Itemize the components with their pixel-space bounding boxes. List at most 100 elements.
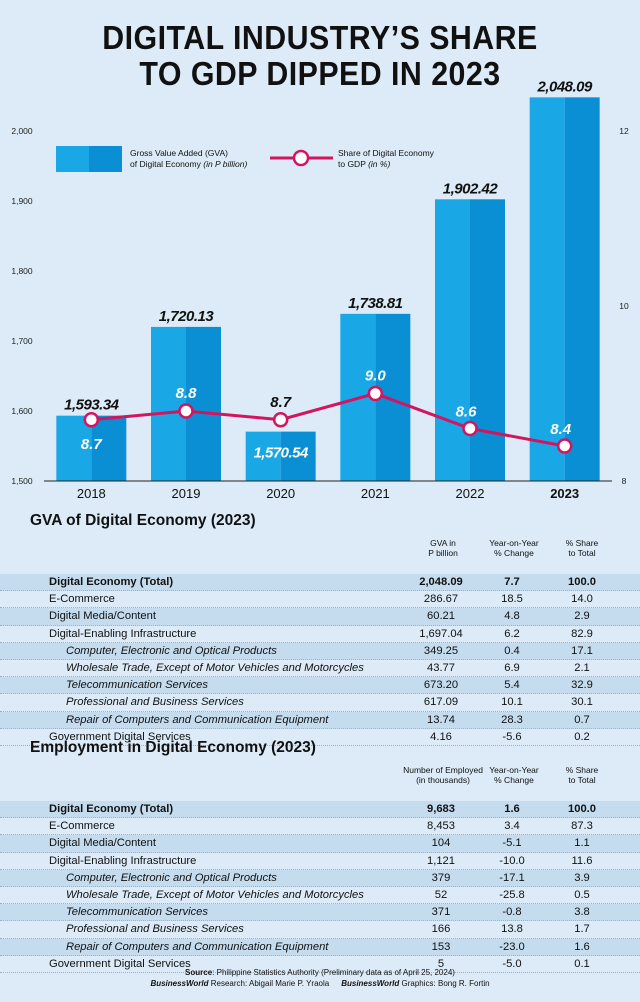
table-row: Government Digital Services 4.16 -5.6 0.2	[0, 729, 640, 746]
share-data-label: 9.0	[365, 368, 387, 385]
y-right-tick-label: 10	[619, 301, 629, 311]
gva-bar-shade	[470, 199, 505, 481]
row-label: Government Digital Services	[49, 730, 191, 743]
cell-value: 8,453	[427, 820, 455, 833]
table-row: Repair of Computers and Communication Eq…	[0, 711, 640, 729]
column-header-line: Year-on-Year	[489, 765, 539, 775]
cell-value: 2.1	[574, 661, 590, 674]
y-left-tick-label: 2,000	[11, 126, 33, 136]
row-label: Telecommunication Services	[66, 906, 208, 919]
cell-value: 100.0	[568, 576, 596, 588]
cell-value: 9,683	[427, 803, 455, 815]
cell-value: 349.25	[423, 644, 459, 657]
row-label: Repair of Computers and Communication Eq…	[66, 713, 329, 726]
cell-value: 153	[431, 940, 451, 953]
cell-value: 6.9	[504, 661, 520, 674]
table-row: E-Commerce 286.67 18.5 14.0	[0, 591, 640, 609]
cell-value: 0.5	[574, 888, 590, 901]
cell-value: -17.1	[499, 871, 525, 884]
table-row: Digital-Enabling Infrastructure 1,697.04 6…	[0, 626, 640, 643]
y-right-tick-label: 8	[622, 476, 627, 486]
cell-value: 104	[431, 837, 451, 850]
cell-value: 2,048.09	[419, 576, 463, 588]
cell-value: 0.1	[574, 957, 590, 970]
cell-value: 2.9	[574, 610, 590, 623]
legend-gva-label-1: Gross Value Added (GVA)	[130, 148, 228, 158]
legend-share-marker	[292, 149, 310, 167]
cell-value: -5.6	[502, 730, 522, 743]
row-label: Digital-Enabling Infrastructure	[49, 627, 197, 640]
gva-share-chart: 1,500 1,600 1,700 1,800 1,900 2,000 8 10 12 2018 2…	[11, 78, 629, 501]
cell-value: 30.1	[571, 696, 593, 709]
column-header: % Share to Total	[542, 538, 622, 558]
employment-table-heading: Employment in Digital Economy (2023)	[30, 739, 316, 756]
column-header-line: to Total	[568, 775, 596, 785]
gva-data-label: 1,720.13	[159, 308, 215, 325]
column-header: Year-on-Year% Change	[474, 538, 554, 558]
row-label: Digital Media/Content	[49, 610, 156, 623]
cell-value: 100.0	[568, 803, 596, 815]
x-tick-label: 2019	[172, 486, 201, 501]
column-header: GVA in P billion	[403, 538, 483, 558]
table-row: Telecommunication Services 371 -0.8 3.8	[0, 904, 640, 922]
cell-value: 18.5	[501, 593, 523, 606]
cell-value: 3.4	[504, 820, 520, 833]
cell-value: 1.6	[504, 803, 520, 815]
title-line-2: TO GDP DIPPED IN 2023	[139, 55, 501, 92]
y-left-tick-label: 1,700	[11, 336, 33, 346]
column-header-line: (in thousands)	[416, 775, 470, 785]
x-tick-label: 2022	[456, 486, 485, 501]
page-title: DIGITAL INDUSTRY’S SHARE TO GDP DIPPED I…	[26, 20, 615, 92]
cell-value: 3.9	[574, 871, 590, 884]
row-label: Repair of Computers and Communication Eq…	[66, 940, 329, 953]
y-left-tick-label: 1,500	[11, 476, 33, 486]
cell-value: 5	[437, 957, 445, 970]
table-row: E-Commerce 8,453 3.4 87.3	[0, 818, 640, 836]
share-point	[367, 385, 384, 402]
cell-value: 1,121	[427, 854, 455, 867]
cell-value: 28.3	[501, 713, 523, 726]
cell-value: 166	[431, 923, 451, 936]
table-row: Wholesale Trade, Except of Motor Vehicle…	[0, 660, 640, 678]
row-label: Digital-Enabling Infrastructure	[49, 854, 197, 867]
share-line	[91, 391, 565, 448]
table-row: Computer, Electronic and Optical Product…	[0, 869, 640, 887]
cell-value: 4.16	[430, 730, 452, 743]
table-header: Number of Employed (in thousands) Year-on-…	[0, 757, 640, 801]
share-data-label: 8.8	[176, 385, 198, 402]
table-row: Digital Economy (Total) 9,683 1.6 100.0	[0, 801, 640, 819]
gva-data-label: 1,902.42	[443, 180, 499, 197]
gva-table: GVA of Digital Economy (2023) GVA in P bi…	[0, 512, 640, 746]
row-label: Digital Economy (Total)	[49, 576, 174, 588]
cell-value: -23.0	[499, 940, 525, 953]
cell-value: 11.6	[571, 854, 593, 867]
y-left-tick-label: 1,800	[11, 266, 33, 276]
employment-table: Employment in Digital Economy (2023) Num…	[0, 739, 640, 973]
column-header-line: Number of Employed	[403, 765, 483, 775]
row-label: Wholesale Trade, Except of Motor Vehicle…	[66, 661, 364, 674]
y-left-tick-label: 1,600	[11, 406, 33, 416]
cell-value: 0.2	[574, 730, 590, 743]
cell-value: 4.8	[504, 610, 520, 623]
row-label: Computer, Electronic and Optical Product…	[66, 644, 277, 657]
cell-value: 1,697.04	[419, 627, 463, 640]
column-header-line: GVA in	[430, 538, 456, 548]
table-row: Telecommunication Services 673.20 5.4 32.9	[0, 677, 640, 695]
table-row: Professional and Business Services 617.09…	[0, 694, 640, 712]
legend-gva-swatch-shade	[89, 146, 122, 172]
cell-value: 3.8	[574, 906, 590, 919]
cell-value: -0.8	[502, 906, 522, 919]
column-header: Year-on-Year% Change	[474, 765, 554, 785]
table-row: Wholesale Trade, Except of Motor Vehicle…	[0, 887, 640, 905]
cell-value: 14.0	[571, 593, 593, 606]
share-point	[272, 412, 289, 428]
column-header-line: % Change	[494, 548, 534, 558]
source-line: Source: Philippine Statistics Authority …	[185, 968, 455, 977]
row-label: Computer, Electronic and Optical Product…	[66, 871, 277, 884]
column-header: % Share to Total	[542, 765, 622, 785]
gva-data-label: 1,593.34	[64, 397, 120, 414]
legend-gva-swatch	[56, 146, 89, 172]
y-right-tick-label: 12	[619, 126, 629, 136]
column-header-line: Year-on-Year	[489, 538, 539, 548]
share-point	[178, 403, 194, 419]
